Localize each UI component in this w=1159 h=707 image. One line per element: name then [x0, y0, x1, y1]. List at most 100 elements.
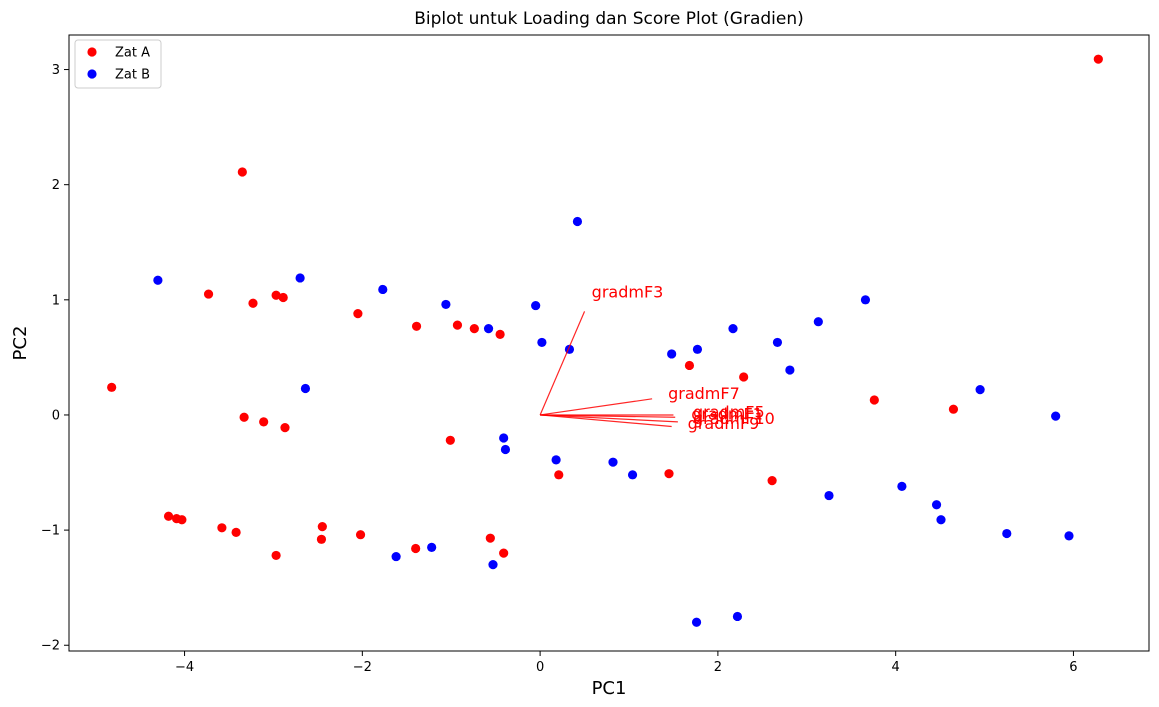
- point-zat-a: [231, 527, 241, 538]
- x-tick-label: 6: [1069, 660, 1077, 675]
- point-zat-a: [280, 423, 290, 433]
- plot-area: −4 −2 0 2 4 6 −2 −1 0 1 2 3 gradmF3 gradmF7gradmF5gra…: [41, 34, 1150, 675]
- loading-label: gradmF5: [693, 402, 765, 421]
- point-zat-b: [897, 481, 907, 491]
- point-zat-a: [317, 522, 327, 532]
- point-zat-b: [813, 317, 823, 327]
- point-zat-a: [495, 329, 505, 339]
- x-axis-label: PC1: [592, 678, 627, 699]
- y-tick-label: 1: [52, 293, 60, 308]
- y-axis-label: PC2: [10, 326, 31, 361]
- loading-vector: [540, 414, 678, 423]
- point-zat-a: [203, 289, 214, 299]
- point-zat-a: [554, 470, 564, 480]
- point-zat-b: [824, 490, 834, 501]
- point-zat-b: [1051, 411, 1061, 421]
- loading-label: gradmF9: [688, 414, 760, 433]
- y-tick-label: −1: [41, 524, 60, 539]
- point-zat-b: [732, 611, 743, 622]
- point-zat-b: [500, 444, 511, 455]
- point-zat-b: [691, 617, 702, 627]
- point-zat-a: [248, 298, 258, 308]
- legend: Zat A Zat B: [74, 39, 162, 89]
- point-zat-a: [278, 292, 288, 303]
- loading-label: gradmF3: [592, 283, 664, 302]
- point-zat-b: [300, 383, 311, 394]
- point-zat-b: [531, 300, 541, 311]
- point-zat-b: [627, 470, 638, 480]
- point-zat-b: [1064, 531, 1074, 541]
- x-tick-label: 4: [892, 660, 900, 675]
- point-zat-a: [271, 550, 281, 561]
- point-zat-b: [860, 295, 871, 305]
- y-tick-label: 3: [52, 63, 60, 78]
- y-tick-label: −2: [41, 639, 60, 654]
- y-tick-label: 2: [52, 178, 60, 193]
- point-zat-b: [499, 433, 509, 443]
- point-zat-b: [975, 385, 985, 395]
- legend-marker-zat-a: [87, 47, 97, 57]
- point-zat-b: [692, 344, 703, 354]
- point-zat-b: [378, 284, 388, 295]
- point-zat-a: [411, 321, 422, 331]
- loading-label: gradmF1: [691, 405, 763, 424]
- point-zat-a: [767, 475, 777, 486]
- point-zat-b: [295, 273, 305, 283]
- point-zat-b: [785, 365, 795, 375]
- point-zat-b: [667, 349, 677, 359]
- point-zat-b: [608, 457, 618, 467]
- point-zat-b: [931, 500, 942, 510]
- x-tick-label: −2: [353, 660, 372, 675]
- point-zat-a: [664, 469, 674, 479]
- point-zat-b: [427, 542, 437, 552]
- point-zat-a: [353, 309, 363, 319]
- point-zat-b: [551, 455, 561, 465]
- point-zat-b: [728, 324, 738, 334]
- point-zat-a: [316, 534, 327, 544]
- loading-vector: [540, 414, 672, 428]
- point-zat-a: [355, 530, 366, 540]
- legend-label-zat-a: Zat A: [115, 46, 150, 61]
- point-zat-b: [488, 560, 498, 570]
- legend-label-zat-b: Zat B: [115, 68, 150, 83]
- loading-vector: [540, 398, 653, 416]
- point-zat-a: [684, 360, 695, 371]
- loading-vector: [539, 311, 586, 416]
- point-zat-b: [772, 337, 783, 348]
- point-zat-a: [739, 372, 749, 382]
- point-zat-a: [271, 290, 281, 300]
- point-zat-a: [499, 548, 509, 558]
- y-tick-label: 0: [52, 408, 60, 423]
- point-zat-b: [936, 515, 946, 525]
- point-zat-b: [153, 275, 163, 285]
- point-zat-a: [1093, 54, 1103, 64]
- chart-title: Biplot untuk Loading dan Score Plot (Gra…: [414, 9, 804, 29]
- x-tick-label: 0: [536, 660, 544, 675]
- point-zat-a: [485, 533, 495, 543]
- point-zat-a: [869, 395, 879, 405]
- loading-label: gradmF7: [668, 384, 740, 403]
- point-zat-a: [107, 382, 117, 392]
- plot-frame: [68, 34, 1150, 652]
- x-tick-label: 2: [714, 660, 722, 675]
- loading-vector: [540, 414, 676, 418]
- point-zat-b: [572, 216, 583, 227]
- point-zat-a: [259, 417, 269, 427]
- point-zat-b: [441, 299, 451, 310]
- loading-label: gradmF10: [693, 409, 775, 428]
- point-zat-a: [177, 515, 187, 525]
- point-zat-a: [445, 435, 455, 445]
- point-zat-a: [237, 167, 247, 177]
- point-zat-a: [217, 523, 227, 533]
- point-zat-b: [537, 337, 547, 348]
- point-zat-b: [483, 324, 494, 334]
- x-tick-label: −4: [175, 660, 194, 675]
- point-zat-a: [411, 543, 421, 554]
- point-zat-b: [1002, 528, 1012, 539]
- point-zat-b: [391, 551, 401, 562]
- point-zat-a: [469, 324, 479, 334]
- point-zat-a: [948, 404, 959, 414]
- point-zat-a: [452, 320, 463, 330]
- point-zat-a: [239, 412, 249, 422]
